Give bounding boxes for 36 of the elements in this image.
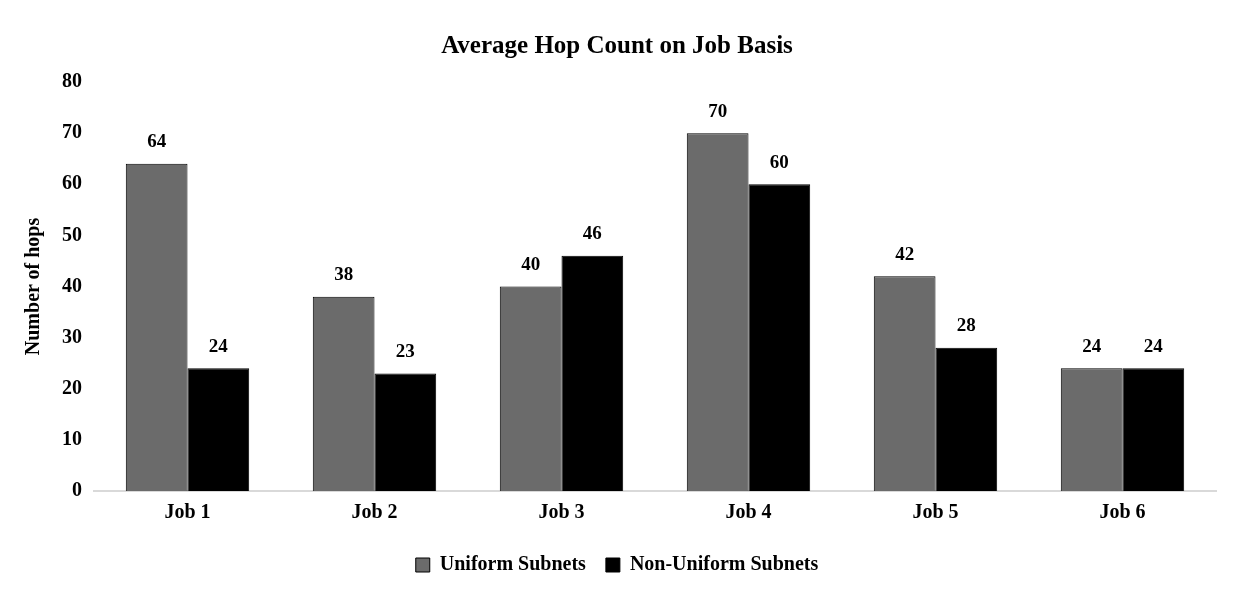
y-tick-label: 30 [62,324,82,347]
y-tick-label: 60 [62,171,82,194]
x-tick-label: Job 6 [1099,500,1146,523]
y-tick-label: 50 [62,222,82,245]
x-tick-label: Job 3 [538,500,585,523]
legend-label: Uniform Subnets [439,552,587,575]
x-tick-label: Job 2 [351,500,398,523]
x-tick-label: Job 4 [725,500,772,523]
data-label: 60 [769,150,789,172]
data-label: 42 [895,242,915,264]
y-axis-title: Number of hops [21,217,45,356]
data-label: 24 [1082,334,1102,356]
data-label: 70 [708,99,728,121]
x-tick-label: Job 5 [912,500,959,523]
y-tick-label: 10 [62,427,82,450]
bar [374,373,437,491]
data-label: 24 [1143,334,1164,356]
chart-title: Average Hop Count on Job Basis [441,31,794,59]
y-tick-label: 20 [62,375,82,398]
bar [187,368,250,491]
data-label: 46 [582,222,602,244]
y-tick-label: 40 [62,273,82,296]
x-tick-label: Job 1 [164,500,211,523]
bar [1122,368,1185,491]
y-tick-label: 70 [62,120,82,143]
data-label: 24 [208,334,229,356]
data-label: 40 [521,252,541,274]
legend-label: Non-Uniform Subnets [629,552,819,575]
data-label: 23 [395,339,415,361]
y-tick-label: 0 [72,478,82,501]
data-label: 64 [147,130,167,152]
y-tick-label: 80 [62,69,82,92]
bar [748,184,811,491]
bar [935,347,998,491]
data-label: 38 [334,263,354,285]
data-label: 28 [956,314,976,336]
